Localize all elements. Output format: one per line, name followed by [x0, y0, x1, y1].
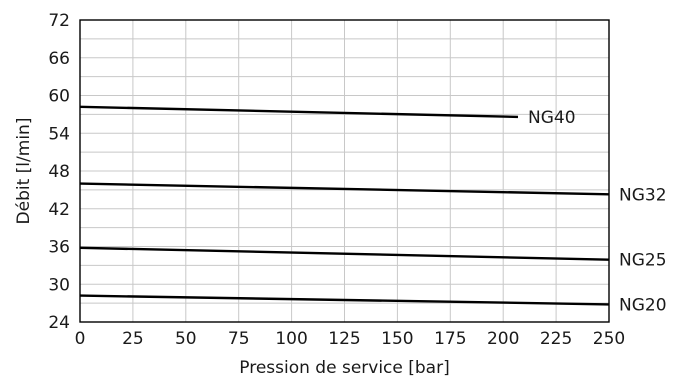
y-tick-label: 36 [48, 238, 70, 258]
series-label-ng40: NG40 [528, 108, 576, 128]
series-line-ng20 [79, 294, 610, 306]
x-tick-label: 225 [540, 329, 572, 349]
x-tick-label: 50 [175, 329, 197, 349]
y-axis-title: Débit [l/min] [14, 118, 34, 225]
x-tick-labels: 0 25 50 75 100 125 150 175 200 225 250 [75, 329, 626, 349]
series-labels: NG40 NG32 NG25 NG20 [528, 108, 667, 315]
x-tick-label: 125 [328, 329, 360, 349]
series-line-ng32 [79, 182, 610, 196]
grid [79, 19, 610, 323]
y-tick-label: 30 [48, 275, 70, 295]
plot-frame [79, 19, 610, 323]
y-tick-label: 72 [48, 11, 70, 31]
series-label-ng25: NG25 [619, 251, 667, 271]
x-tick-label: 0 [75, 329, 86, 349]
series-label-ng20: NG20 [619, 295, 667, 315]
y-tick-labels: 24 30 36 42 48 54 60 66 72 [48, 11, 70, 333]
y-tick-label: 54 [48, 124, 70, 144]
x-tick-label: 25 [122, 329, 144, 349]
x-tick-label: 200 [487, 329, 519, 349]
series-label-ng32: NG32 [619, 185, 667, 205]
x-tick-label: 250 [593, 329, 625, 349]
series-lines [79, 105, 610, 306]
x-axis-title: Pression de service [bar] [239, 358, 449, 378]
y-tick-label: 24 [48, 313, 70, 333]
x-tick-label: 100 [275, 329, 307, 349]
x-tick-label: 175 [434, 329, 466, 349]
y-tick-label: 66 [48, 49, 70, 69]
x-tick-label: 150 [381, 329, 413, 349]
y-tick-label: 48 [48, 162, 70, 182]
series-line-ng40 [79, 105, 519, 119]
x-tick-label: 75 [228, 329, 250, 349]
y-tick-label: 60 [48, 87, 70, 107]
y-tick-label: 42 [48, 200, 70, 220]
series-line-ng25 [79, 246, 610, 261]
